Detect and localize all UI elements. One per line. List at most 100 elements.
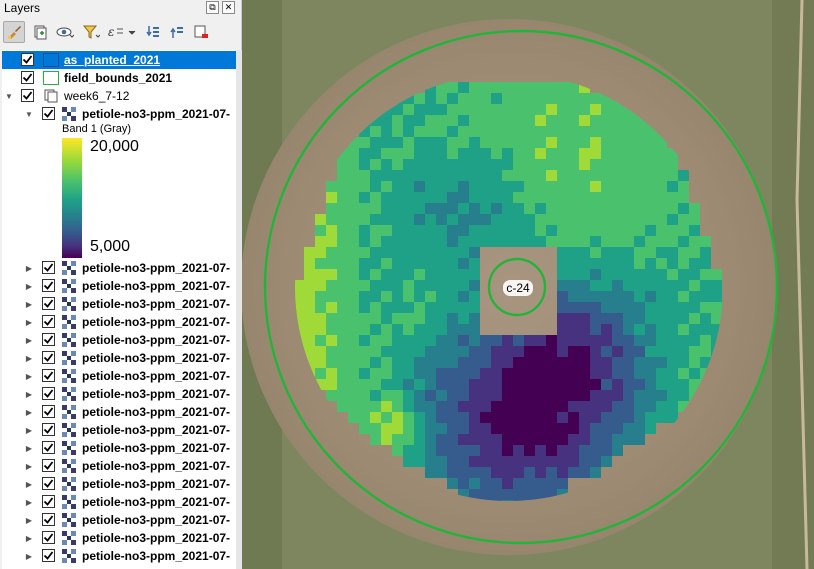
expand-arrow-icon[interactable]: ▶ xyxy=(25,461,33,471)
raster-checkbox[interactable] xyxy=(42,333,55,346)
raster-cell xyxy=(623,434,634,445)
collapse-arrow-icon[interactable]: ▼ xyxy=(5,91,13,101)
layer-row-as-planted[interactable]: as_planted_2021 xyxy=(2,51,236,69)
raster-checkbox[interactable] xyxy=(42,351,55,364)
raster-checkbox[interactable] xyxy=(42,477,55,490)
raster-checkbox[interactable] xyxy=(42,459,55,472)
raster-cell xyxy=(557,247,568,258)
layer-row-raster[interactable]: ▶ petiole-no3-ppm_2021-07- xyxy=(2,313,236,331)
raster-cell xyxy=(414,137,425,148)
layer-row-raster[interactable]: ▶ petiole-no3-ppm_2021-07- xyxy=(2,349,236,367)
expand-arrow-icon[interactable]: ▶ xyxy=(25,335,33,345)
layer-row-raster-expanded[interactable]: ▼ petiole-no3-ppm_2021-07- xyxy=(2,105,236,123)
map-canvas[interactable]: c-24 xyxy=(242,0,814,569)
raster-checkbox[interactable] xyxy=(42,405,55,418)
expand-arrow-icon[interactable]: ▶ xyxy=(25,533,33,543)
collapse-arrow-icon[interactable]: ▼ xyxy=(25,109,33,119)
expand-all-button[interactable] xyxy=(142,21,164,43)
raster-cell xyxy=(700,346,711,357)
raster-cell xyxy=(601,302,612,313)
expand-arrow-icon[interactable]: ▶ xyxy=(25,263,33,273)
raster-icon xyxy=(62,107,76,124)
expand-arrow-icon[interactable]: ▶ xyxy=(25,317,33,327)
layers-scrollbar[interactable] xyxy=(236,50,242,569)
raster-checkbox[interactable] xyxy=(42,315,55,328)
raster-checkbox[interactable] xyxy=(42,495,55,508)
raster-checkbox[interactable] xyxy=(42,261,55,274)
layer-row-raster[interactable]: ▶ petiole-no3-ppm_2021-07- xyxy=(2,403,236,421)
expand-arrow-icon[interactable]: ▶ xyxy=(25,371,33,381)
raster-checkbox[interactable] xyxy=(42,387,55,400)
expand-arrow-icon[interactable]: ▶ xyxy=(25,353,33,363)
layer-row-raster[interactable]: ▶ petiole-no3-ppm_2021-07- xyxy=(2,493,236,511)
checkmark-icon xyxy=(43,461,54,470)
expand-arrow-icon[interactable]: ▶ xyxy=(25,425,33,435)
raster-checkbox[interactable] xyxy=(42,279,55,292)
raster-cell xyxy=(491,82,502,93)
layer-row-raster[interactable]: ▶ petiole-no3-ppm_2021-07- xyxy=(2,421,236,439)
float-panel-button[interactable]: ⧉ xyxy=(206,1,219,14)
raster-cell xyxy=(370,379,381,390)
raster-checkbox[interactable] xyxy=(42,369,55,382)
layer-row-raster[interactable]: ▶ petiole-no3-ppm_2021-07- xyxy=(2,259,236,277)
layer-row-raster[interactable]: ▶ petiole-no3-ppm_2021-07- xyxy=(2,457,236,475)
layer-row-raster[interactable]: ▶ petiole-no3-ppm_2021-07- xyxy=(2,511,236,529)
raster-cell xyxy=(557,291,568,302)
close-panel-button[interactable]: ✕ xyxy=(222,1,235,14)
expand-arrow-icon[interactable]: ▶ xyxy=(25,299,33,309)
raster-cell xyxy=(513,368,524,379)
raster-cell xyxy=(502,445,513,456)
layer-row-raster[interactable]: ▶ petiole-no3-ppm_2021-07- xyxy=(2,385,236,403)
as-planted-checkbox[interactable] xyxy=(21,53,34,66)
raster-cell xyxy=(370,170,381,181)
raster-checkbox[interactable] xyxy=(42,107,55,120)
filter-legend-button[interactable] xyxy=(80,21,102,43)
raster-icon xyxy=(62,315,76,332)
collapse-all-button[interactable] xyxy=(166,21,188,43)
layer-row-field-bounds[interactable]: field_bounds_2021 xyxy=(2,69,236,87)
add-group-button[interactable] xyxy=(29,21,51,43)
expand-arrow-icon[interactable]: ▶ xyxy=(25,497,33,507)
expand-arrow-icon[interactable]: ▶ xyxy=(25,551,33,561)
layer-row-raster[interactable]: ▶ petiole-no3-ppm_2021-07- xyxy=(2,367,236,385)
raster-cell xyxy=(634,225,645,236)
expand-arrow-icon[interactable]: ▶ xyxy=(25,479,33,489)
expand-arrow-icon[interactable]: ▶ xyxy=(25,389,33,399)
raster-checkbox[interactable] xyxy=(42,549,55,562)
layer-row-group[interactable]: ▼ week6_7-12 xyxy=(2,87,236,105)
raster-cell xyxy=(656,192,667,203)
filter-by-expression-button[interactable]: ε xyxy=(106,21,138,43)
group-checkbox[interactable] xyxy=(21,89,34,102)
raster-cell xyxy=(370,148,381,159)
field-bounds-checkbox[interactable] xyxy=(21,71,34,84)
raster-cell xyxy=(403,357,414,368)
remove-layer-button[interactable] xyxy=(190,21,212,43)
raster-cell xyxy=(700,302,711,313)
raster-cell xyxy=(469,445,480,456)
layer-row-raster[interactable]: ▶ petiole-no3-ppm_2021-07- xyxy=(2,475,236,493)
layer-row-raster[interactable]: ▶ petiole-no3-ppm_2021-07- xyxy=(2,295,236,313)
layer-row-raster[interactable]: ▶ petiole-no3-ppm_2021-07- xyxy=(2,331,236,349)
raster-cell xyxy=(612,104,623,115)
layer-row-raster[interactable]: ▶ petiole-no3-ppm_2021-07- xyxy=(2,277,236,295)
raster-checkbox[interactable] xyxy=(42,441,55,454)
raster-cell xyxy=(436,412,447,423)
raster-cell xyxy=(645,203,656,214)
style-manager-button[interactable] xyxy=(3,21,25,43)
expand-arrow-icon[interactable]: ▶ xyxy=(25,515,33,525)
raster-cell xyxy=(579,137,590,148)
raster-cell xyxy=(403,423,414,434)
raster-cell xyxy=(601,357,612,368)
expand-arrow-icon[interactable]: ▶ xyxy=(25,443,33,453)
raster-checkbox[interactable] xyxy=(42,513,55,526)
layer-row-raster[interactable]: ▶ petiole-no3-ppm_2021-07- xyxy=(2,547,236,565)
raster-checkbox[interactable] xyxy=(42,531,55,544)
layer-row-raster[interactable]: ▶ petiole-no3-ppm_2021-07- xyxy=(2,439,236,457)
raster-checkbox[interactable] xyxy=(42,423,55,436)
manage-visibility-button[interactable] xyxy=(54,21,76,43)
layer-row-raster[interactable]: ▶ petiole-no3-ppm_2021-07- xyxy=(2,529,236,547)
raster-cell xyxy=(403,434,414,445)
expand-arrow-icon[interactable]: ▶ xyxy=(25,407,33,417)
expand-arrow-icon[interactable]: ▶ xyxy=(25,281,33,291)
raster-checkbox[interactable] xyxy=(42,297,55,310)
